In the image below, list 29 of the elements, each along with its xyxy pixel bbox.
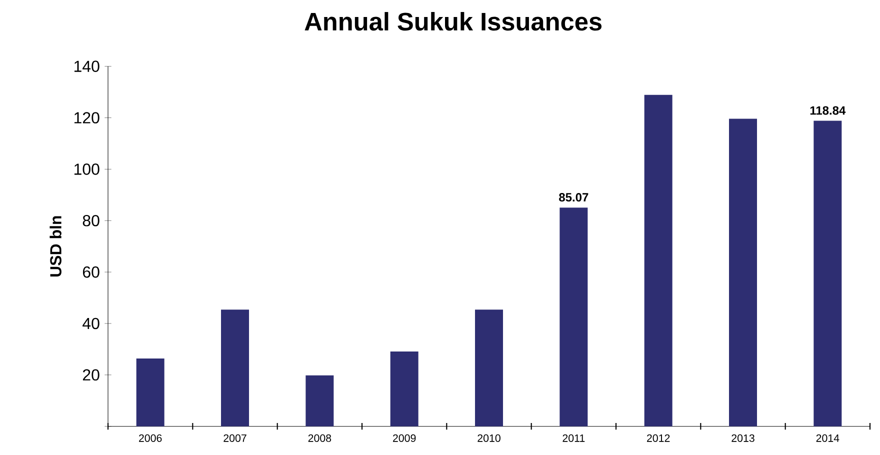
bar	[390, 352, 418, 426]
y-tick-label: 120	[74, 112, 100, 124]
bar	[644, 94, 672, 426]
x-tick-label: 2014	[816, 434, 840, 442]
y-tick-label: 80	[82, 214, 100, 226]
y-axis-title: USD bln	[50, 216, 62, 276]
x-tick-label: 2012	[647, 434, 670, 442]
x-tick-label: 2010	[478, 434, 500, 442]
bar	[136, 358, 164, 426]
y-tick-label: 100	[74, 164, 100, 175]
bar	[729, 118, 758, 426]
x-tick-label: 2007	[224, 434, 246, 442]
bar	[560, 208, 588, 426]
y-tick-label: 40	[82, 318, 100, 330]
x-tick-label: 2013	[732, 434, 754, 442]
data-label: 85.07	[559, 193, 588, 202]
x-tick-label: 2008	[308, 434, 332, 442]
bar	[306, 375, 334, 426]
y-tick-label: 60	[82, 266, 100, 278]
bar	[814, 120, 842, 426]
x-tick-label: 2009	[393, 434, 416, 442]
chart-title: Annual Sukuk Issuances	[304, 12, 602, 31]
data-label: 118.84	[810, 106, 846, 115]
x-tick-label: 2006	[139, 434, 162, 442]
bar	[221, 310, 250, 426]
y-tick-label: 140	[74, 60, 100, 72]
x-tick-label: 2011	[562, 434, 585, 442]
y-tick-label: 20	[82, 369, 100, 381]
bar	[475, 310, 504, 426]
